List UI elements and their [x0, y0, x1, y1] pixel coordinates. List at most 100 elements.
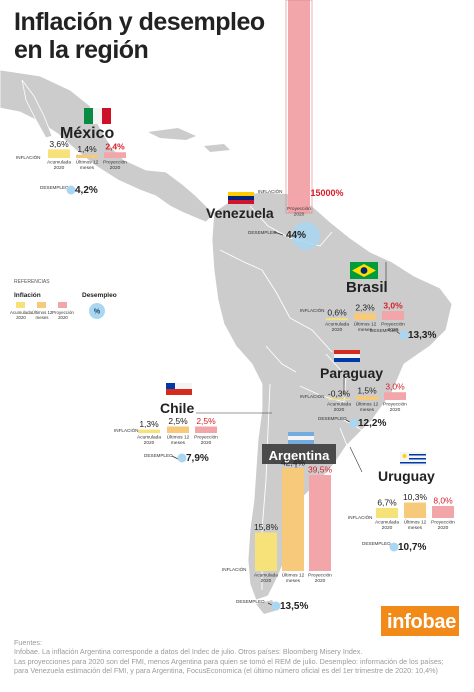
- bar-category-uruguay-acumulada: Acumulada: [375, 520, 399, 526]
- bar-paraguay-ultimos: [356, 396, 378, 400]
- bar-value-paraguay-proyeccion: 3,0%: [385, 382, 405, 392]
- flag-uruguay-icon: [400, 452, 426, 466]
- bar-category-brasil-acumulada: Acumulada: [325, 322, 349, 328]
- bar-value-mexico-proyeccion: 2,4%: [105, 142, 125, 152]
- flag-argentina-icon: [288, 432, 314, 444]
- country-name-paraguay: Paraguay: [320, 365, 383, 381]
- bar-uruguay-ultimos: [404, 502, 426, 518]
- bar-category-year-argentina-proyeccion: 2020: [315, 578, 326, 584]
- legend-unemployment-heading: Desempleo: [82, 292, 117, 299]
- bar-venezuela-proyeccion: [288, 0, 310, 213]
- bar-category-year-chile-proyeccion: 2020: [201, 440, 212, 446]
- bar-category-year-mexico-ultimos: meses: [80, 166, 95, 171]
- bar-category-mexico-acumulada: Acumulada: [47, 160, 71, 166]
- inflation-row-label-chile: INFLACIÓN: [114, 427, 139, 433]
- bar-brasil-acumulada: [326, 318, 348, 320]
- unemployment-value-brasil: 13,3%: [408, 330, 436, 341]
- sources-note: Fuentes: Infobae. La inflación Argentina…: [14, 638, 454, 676]
- bar-category-year-chile-acumulada: 2020: [144, 440, 155, 446]
- bar-category-year-paraguay-acumulada: 2020: [334, 407, 345, 413]
- bar-value-uruguay-ultimos: 10,3%: [403, 492, 428, 502]
- gulf-of-mexico-water: [104, 118, 150, 150]
- bar-value-mexico-acumulada: 3,6%: [49, 139, 69, 149]
- bar-uruguay-proyeccion: [432, 506, 454, 518]
- sources-line-3: para Venezuela estimación del FMI, y par…: [14, 666, 438, 676]
- bar-value-uruguay-acumulada: 6,7%: [377, 497, 397, 507]
- unemployment-dot-uruguay: [389, 542, 399, 552]
- bar-category-year-uruguay-proyeccion: 2020: [438, 525, 449, 531]
- bar-category-year-uruguay-ultimos: meses: [408, 526, 423, 531]
- bar-brasil-ultimos: [354, 313, 376, 320]
- pointer-uruguay: [349, 446, 363, 473]
- bar-value-venezuela-proyeccion: 15000%: [310, 188, 343, 198]
- bar-category-uruguay-ultimos: Últimos 12: [404, 519, 427, 526]
- border-bolivia-brazil: [289, 317, 333, 353]
- border-argentina-uruguay: [339, 427, 349, 449]
- bar-category-brasil-ultimos: Últimos 12: [354, 321, 377, 328]
- country-name-chile: Chile: [160, 400, 194, 416]
- bar-category-mexico-proyeccion: Proyección: [103, 160, 127, 166]
- country-name-mexico: México: [60, 125, 114, 142]
- unemployment-row-label-paraguay: DESEMPLEO: [318, 416, 347, 421]
- bar-paraguay-acumulada: [328, 398, 350, 400]
- bar-value-paraguay-ultimos: 1,5%: [357, 386, 377, 396]
- sources-line-1: Infobae. La inflación Argentina correspo…: [14, 647, 363, 657]
- unemployment-row-label-argentina: DESEMPLEO: [236, 599, 265, 604]
- unemployment-value-uruguay: 10,7%: [398, 542, 426, 553]
- unemployment-dot-chile: [177, 453, 187, 463]
- north-america-landmass: [0, 69, 215, 223]
- border-chile-bolivia: [265, 345, 297, 373]
- border-paraguay-brazil: [325, 353, 347, 403]
- bar-value-chile-ultimos: 2,5%: [168, 416, 188, 426]
- bar-value-chile-proyeccion: 2,5%: [196, 416, 216, 426]
- unemployment-dot-paraguay: [349, 418, 359, 428]
- border-colombia-peru: [219, 249, 263, 271]
- unemployment-row-label-brasil: DESEMPLEO: [370, 328, 399, 333]
- unemployment-value-argentina: 13,5%: [280, 601, 308, 612]
- legend: REFERENCIAS Inflación Desempleo Acumulad…: [10, 279, 118, 322]
- legend-label-ultimos: Últimos 12 meses: [31, 310, 53, 320]
- inflation-row-label-brasil: INFLACIÓN: [300, 307, 325, 313]
- bar-category-chile-ultimos: Últimos 12: [167, 434, 190, 441]
- flag-brasil-icon: [350, 262, 378, 279]
- bar-argentina-ultimos: [282, 467, 304, 571]
- flag-paraguay-icon: [334, 350, 360, 362]
- flag-mexico-icon: [84, 108, 111, 124]
- unemployment-dot-argentina: [271, 601, 281, 611]
- caribbean-cuba: [148, 128, 196, 140]
- bar-uruguay-acumulada: [376, 507, 398, 518]
- bar-category-year-mexico-acumulada: 2020: [54, 165, 65, 171]
- bar-category-argentina-ultimos: Últimos 12: [282, 572, 305, 579]
- bar-category-uruguay-proyeccion: Proyección: [431, 520, 455, 526]
- bar-category-paraguay-proyeccion: Proyección: [383, 402, 407, 408]
- bar-chile-acumulada: [138, 429, 160, 433]
- baja-california: [21, 79, 53, 139]
- sources-line-2: Las proyecciones para 2020 son del FMI, …: [14, 656, 444, 666]
- sources-heading: Fuentes:: [14, 638, 42, 647]
- inflation-row-label-venezuela: INFLACIÓN: [258, 188, 283, 194]
- legend-title: REFERENCIAS: [14, 279, 50, 285]
- legend-percent-symbol: %: [94, 309, 101, 316]
- bar-category-venezuela-proyeccion: Proyección: [287, 206, 311, 212]
- unemployment-row-label-venezuela: DESEMPLEO: [248, 230, 277, 235]
- unemployment-dot-venezuela: [292, 222, 320, 250]
- bar-value-brasil-proyeccion: 3,0%: [383, 301, 403, 311]
- bar-value-argentina-ultimos: 42,4%: [281, 457, 306, 467]
- bar-value-brasil-ultimos: 2,3%: [355, 303, 375, 313]
- inflation-row-label-mexico: INFLACIÓN: [16, 154, 41, 160]
- unemployment-row-label-chile: DESEMPLEO: [144, 453, 173, 458]
- legend-unemployment-dot: %: [89, 303, 105, 319]
- bar-value-mexico-ultimos: 1,4%: [77, 144, 97, 154]
- bar-argentina-proyeccion: [309, 475, 331, 571]
- unemployment-value-chile: 7,9%: [186, 453, 209, 464]
- bar-category-chile-proyeccion: Proyección: [194, 435, 218, 441]
- border-venezuela-colombia: [249, 205, 291, 239]
- bar-category-year-uruguay-acumulada: 2020: [382, 525, 393, 531]
- title-line-1: Inflación y desempleo: [14, 8, 265, 36]
- border-peru-brazil: [261, 269, 291, 319]
- flag-chile-icon: [166, 383, 192, 395]
- unemployment-value-mexico: 4,2%: [75, 185, 98, 196]
- inflation-row-label-argentina: INFLACIÓN: [222, 566, 247, 572]
